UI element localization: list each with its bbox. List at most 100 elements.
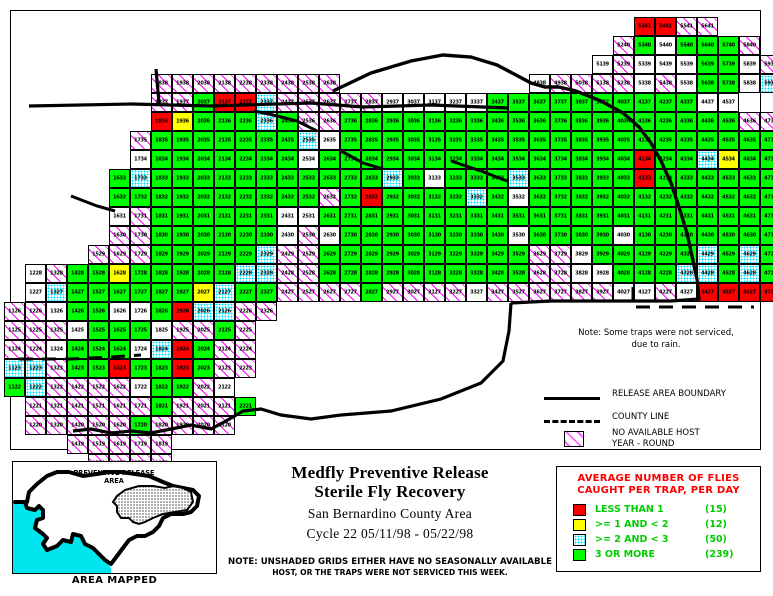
grid-cell-label: 2120 xyxy=(218,422,231,428)
grid-cell-label: 2537 xyxy=(302,99,315,105)
grid-cell-label: 2636 xyxy=(323,118,336,124)
grid-cell: 4035 xyxy=(613,131,634,150)
grid-cell-label: 1825 xyxy=(155,327,168,333)
grid-cell-label: 2125 xyxy=(218,327,231,333)
grid-cell: 4629 xyxy=(739,245,760,264)
grid-cell-label: 1720 xyxy=(134,422,147,428)
grid-cell-label: 3236 xyxy=(449,118,462,124)
grid-cell-label: 3329 xyxy=(470,251,483,257)
grid-cell-label: 4636 xyxy=(743,118,756,124)
grid-cell-label: 3033 xyxy=(407,175,420,181)
grid-cell: 5338 xyxy=(634,74,655,93)
title-line-2: Sterile Fly Recovery xyxy=(314,482,466,501)
grid-cell: 4633 xyxy=(739,169,760,188)
grid-cell-label: 2437 xyxy=(281,99,294,105)
grid-cell-label: 4630 xyxy=(743,232,756,238)
grid-cell: 1323 xyxy=(46,359,67,378)
grid-cell: 2134 xyxy=(214,150,235,169)
grid-cell: 3132 xyxy=(424,188,445,207)
grid-cell: 1931 xyxy=(172,207,193,226)
grid-cell-label: 2934 xyxy=(386,156,399,162)
grid-cell-label: 2027 xyxy=(197,289,210,295)
grid-cell: 3137 xyxy=(424,93,445,112)
grid-cell-label: 1323 xyxy=(50,365,63,371)
grid-cell-label: 2221 xyxy=(239,403,252,409)
grid-cell: 1125 xyxy=(4,321,25,340)
grid-cell-label: 3634 xyxy=(533,156,546,162)
grid-cell-label: 4733 xyxy=(764,175,773,181)
grid-cell: 2130 xyxy=(214,226,235,245)
grid-cell-label: 2026 xyxy=(197,308,210,314)
grid-cell-label: 2628 xyxy=(323,270,336,276)
grid-cell-label: 5538 xyxy=(680,80,693,86)
grid-cell: 2428 xyxy=(277,264,298,283)
grid-cell-label: 2627 xyxy=(323,289,336,295)
grid-cell: 4032 xyxy=(613,188,634,207)
title-block: Medfly Preventive Release Sterile Fly Re… xyxy=(222,463,558,544)
grid-cell-label: 2234 xyxy=(239,156,252,162)
grid-cell: 1426 xyxy=(67,302,88,321)
grid-cell-label: 1934 xyxy=(176,156,189,162)
grid-cell: 2629 xyxy=(319,245,340,264)
map-note: Note: Some traps were not serviced, due … xyxy=(556,327,756,351)
grid-cell-label: 4331 xyxy=(680,213,693,219)
grid-cell: 3031 xyxy=(403,207,424,226)
grid-cell: 2434 xyxy=(277,150,298,169)
grid-cell-label: 3835 xyxy=(575,137,588,143)
grid-cell-label: 3734 xyxy=(554,156,567,162)
grid-cell-label: 3735 xyxy=(554,137,567,143)
grid-cell-label: 3727 xyxy=(554,289,567,295)
grid-cell-label: 2130 xyxy=(218,232,231,238)
grid-cell: 2928 xyxy=(382,264,403,283)
grid-cell: 3634 xyxy=(529,150,550,169)
grid-cell-label: 2534 xyxy=(302,156,315,162)
grid-cell-label: 2634 xyxy=(323,156,336,162)
grid-cell: 1631 xyxy=(109,207,130,226)
grid-cell-label: 2532 xyxy=(302,194,315,200)
grid-cell: 2230 xyxy=(235,226,256,245)
grid-cell: 3731 xyxy=(550,207,571,226)
grid-cell-label: 5239 xyxy=(617,61,630,67)
grid-cell-label: 2434 xyxy=(281,156,294,162)
grid-cell: 2435 xyxy=(277,131,298,150)
grid-cell-label: 4328 xyxy=(680,270,693,276)
grid-cell-label: 2230 xyxy=(239,232,252,238)
grid-cell: 1935 xyxy=(172,131,193,150)
grid-cell-label: 1525 xyxy=(92,327,105,333)
grid-cell: 1421 xyxy=(67,397,88,416)
grid-cell: 4134 xyxy=(634,150,655,169)
grid-cell: 5638 xyxy=(697,74,718,93)
grid-cell-label: 2633 xyxy=(323,175,336,181)
class-legend-swatch-cyan xyxy=(573,534,586,546)
grid-cell-label: 1626 xyxy=(113,308,126,314)
hatch-swatch-icon xyxy=(564,431,584,447)
class-legend-label: 3 OR MORE xyxy=(595,549,655,560)
grid-cell: 2225 xyxy=(235,321,256,340)
grid-cell: 3837 xyxy=(571,93,592,112)
grid-cell: 4237 xyxy=(655,93,676,112)
grid-cell: 2936 xyxy=(382,112,403,131)
grid-cell: 3834 xyxy=(571,150,592,169)
grid-cell-label: 1831 xyxy=(155,213,168,219)
grid-cell: 4128 xyxy=(634,264,655,283)
grid-cell-label: 3428 xyxy=(491,270,504,276)
grid-cell-label: 1726 xyxy=(134,308,147,314)
grid-cell: 4731 xyxy=(760,207,773,226)
grid-cell-label: 1423 xyxy=(71,365,84,371)
grid-cell: 1526 xyxy=(88,302,109,321)
grid-cell-label: 2132 xyxy=(218,194,231,200)
grid-cell-label: 3836 xyxy=(575,118,588,124)
grid-cell: 1734 xyxy=(130,150,151,169)
grid-cell-label: 1126 xyxy=(8,308,21,314)
grid-cell-label: 1527 xyxy=(92,289,105,295)
grid-cell: 3827 xyxy=(571,283,592,302)
class-legend-swatch-red xyxy=(573,504,586,516)
grid-cell-label: 5038 xyxy=(575,80,588,86)
grid-cell-label: 3132 xyxy=(428,194,441,200)
grid-cell: 1934 xyxy=(172,150,193,169)
grid-cell: 2232 xyxy=(235,188,256,207)
grid-cell-label: 1827 xyxy=(155,289,168,295)
grid-cell: 2829 xyxy=(361,245,382,264)
grid-cell: 2429 xyxy=(277,245,298,264)
grid-cell: 2832 xyxy=(361,188,382,207)
